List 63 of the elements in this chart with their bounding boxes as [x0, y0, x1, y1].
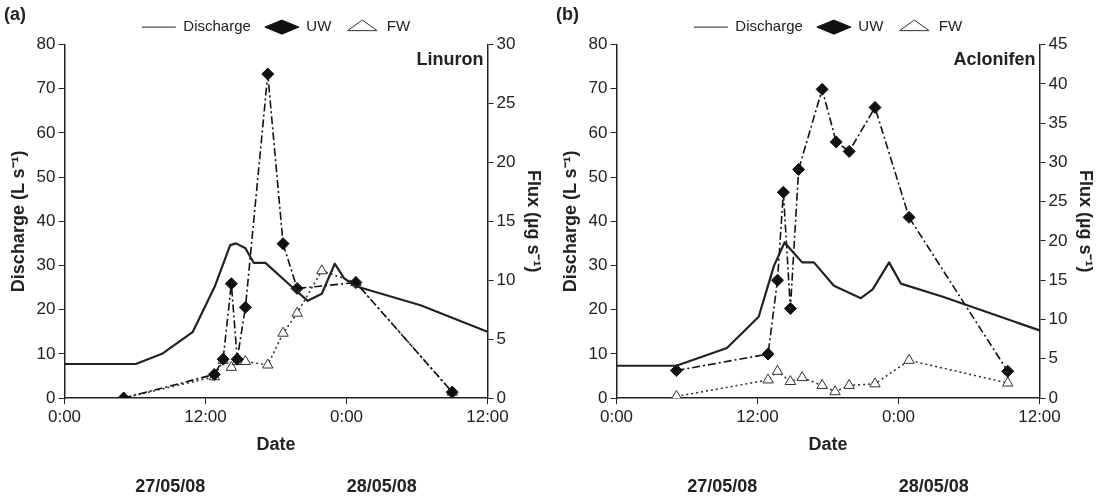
text: 28/05/08	[898, 475, 969, 496]
y2-tick-label: 20	[1048, 230, 1068, 250]
legend-label: FW	[938, 17, 964, 35]
y2-tick-label: 30	[496, 34, 516, 54]
x-axis-title: Date	[256, 434, 296, 455]
y2-tick-label: 0	[1048, 387, 1058, 407]
legend-label: UW	[306, 17, 333, 35]
y2-tick-label: 15	[496, 210, 516, 230]
y-tick-label: 10	[588, 343, 608, 363]
y2-tick-label: 5	[1048, 348, 1058, 368]
y-tick-label: 80	[588, 34, 608, 54]
y-tick-label: 50	[588, 166, 608, 186]
y-tick-label: 20	[36, 299, 56, 319]
legend-label: FW	[386, 17, 412, 35]
x-tick-label: 0:00	[329, 406, 364, 426]
chart-subtitle: Linuron	[416, 48, 484, 69]
y2-tick-label: 15	[1048, 269, 1068, 289]
y2-tick-label: 10	[1048, 309, 1068, 329]
chart-title: (b)	[556, 3, 579, 24]
y2-axis-title: Flux (µg s⁻¹)	[524, 170, 545, 273]
legend-label: Discharge	[183, 17, 251, 35]
x-tick-label: 0:00	[881, 406, 916, 426]
y2-tick-label: 25	[496, 93, 516, 113]
text: 28/05/08	[346, 475, 417, 496]
y2-tick-label: 45	[1048, 34, 1068, 54]
y2-tick-label: 5	[496, 328, 506, 348]
y-tick-label: 40	[36, 210, 56, 230]
y-tick-label: 30	[588, 255, 608, 275]
y-tick-label: 40	[588, 210, 608, 230]
y2-tick-label: 40	[1048, 73, 1068, 93]
y2-tick-label: 10	[496, 269, 516, 289]
y-tick-label: 20	[588, 299, 608, 319]
y-tick-label: 0	[598, 387, 608, 407]
text: 27/05/08	[687, 475, 758, 496]
chart-title: (a)	[4, 3, 26, 24]
y-tick-label: 60	[588, 122, 608, 142]
x-tick-label: 0:00	[599, 406, 634, 426]
y-tick-label: 60	[36, 122, 56, 142]
y2-tick-label: 25	[1048, 191, 1068, 211]
x-tick-label: 12:00	[736, 406, 779, 426]
x-tick-label: 12:00	[466, 406, 509, 426]
x-tick-label: 0:00	[47, 406, 82, 426]
y2-tick-label: 35	[1048, 112, 1068, 132]
y2-tick-label: 30	[1048, 152, 1068, 172]
y-tick-label: 10	[36, 343, 56, 363]
y-tick-label: 50	[36, 166, 56, 186]
y-tick-label: 80	[36, 34, 56, 54]
y2-tick-label: 20	[496, 152, 516, 172]
x-axis-title: Date	[808, 434, 848, 455]
y-tick-label: 30	[36, 255, 56, 275]
chart-subtitle: Aclonifen	[953, 48, 1036, 69]
x-tick-label: 12:00	[184, 406, 227, 426]
legend-label: UW	[858, 17, 885, 35]
legend-label: Discharge	[735, 17, 803, 35]
text: 27/05/08	[135, 475, 206, 496]
y-axis-title: Discharge (L s⁻¹)	[559, 150, 580, 293]
y-axis-title: Discharge (L s⁻¹)	[7, 150, 28, 293]
y2-tick-label: 0	[496, 387, 506, 407]
x-tick-label: 12:00	[1018, 406, 1061, 426]
y2-axis-title: Flux (µg s⁻¹)	[1076, 170, 1097, 273]
y-tick-label: 0	[46, 387, 56, 407]
y-tick-label: 70	[36, 78, 56, 98]
y-tick-label: 70	[588, 78, 608, 98]
